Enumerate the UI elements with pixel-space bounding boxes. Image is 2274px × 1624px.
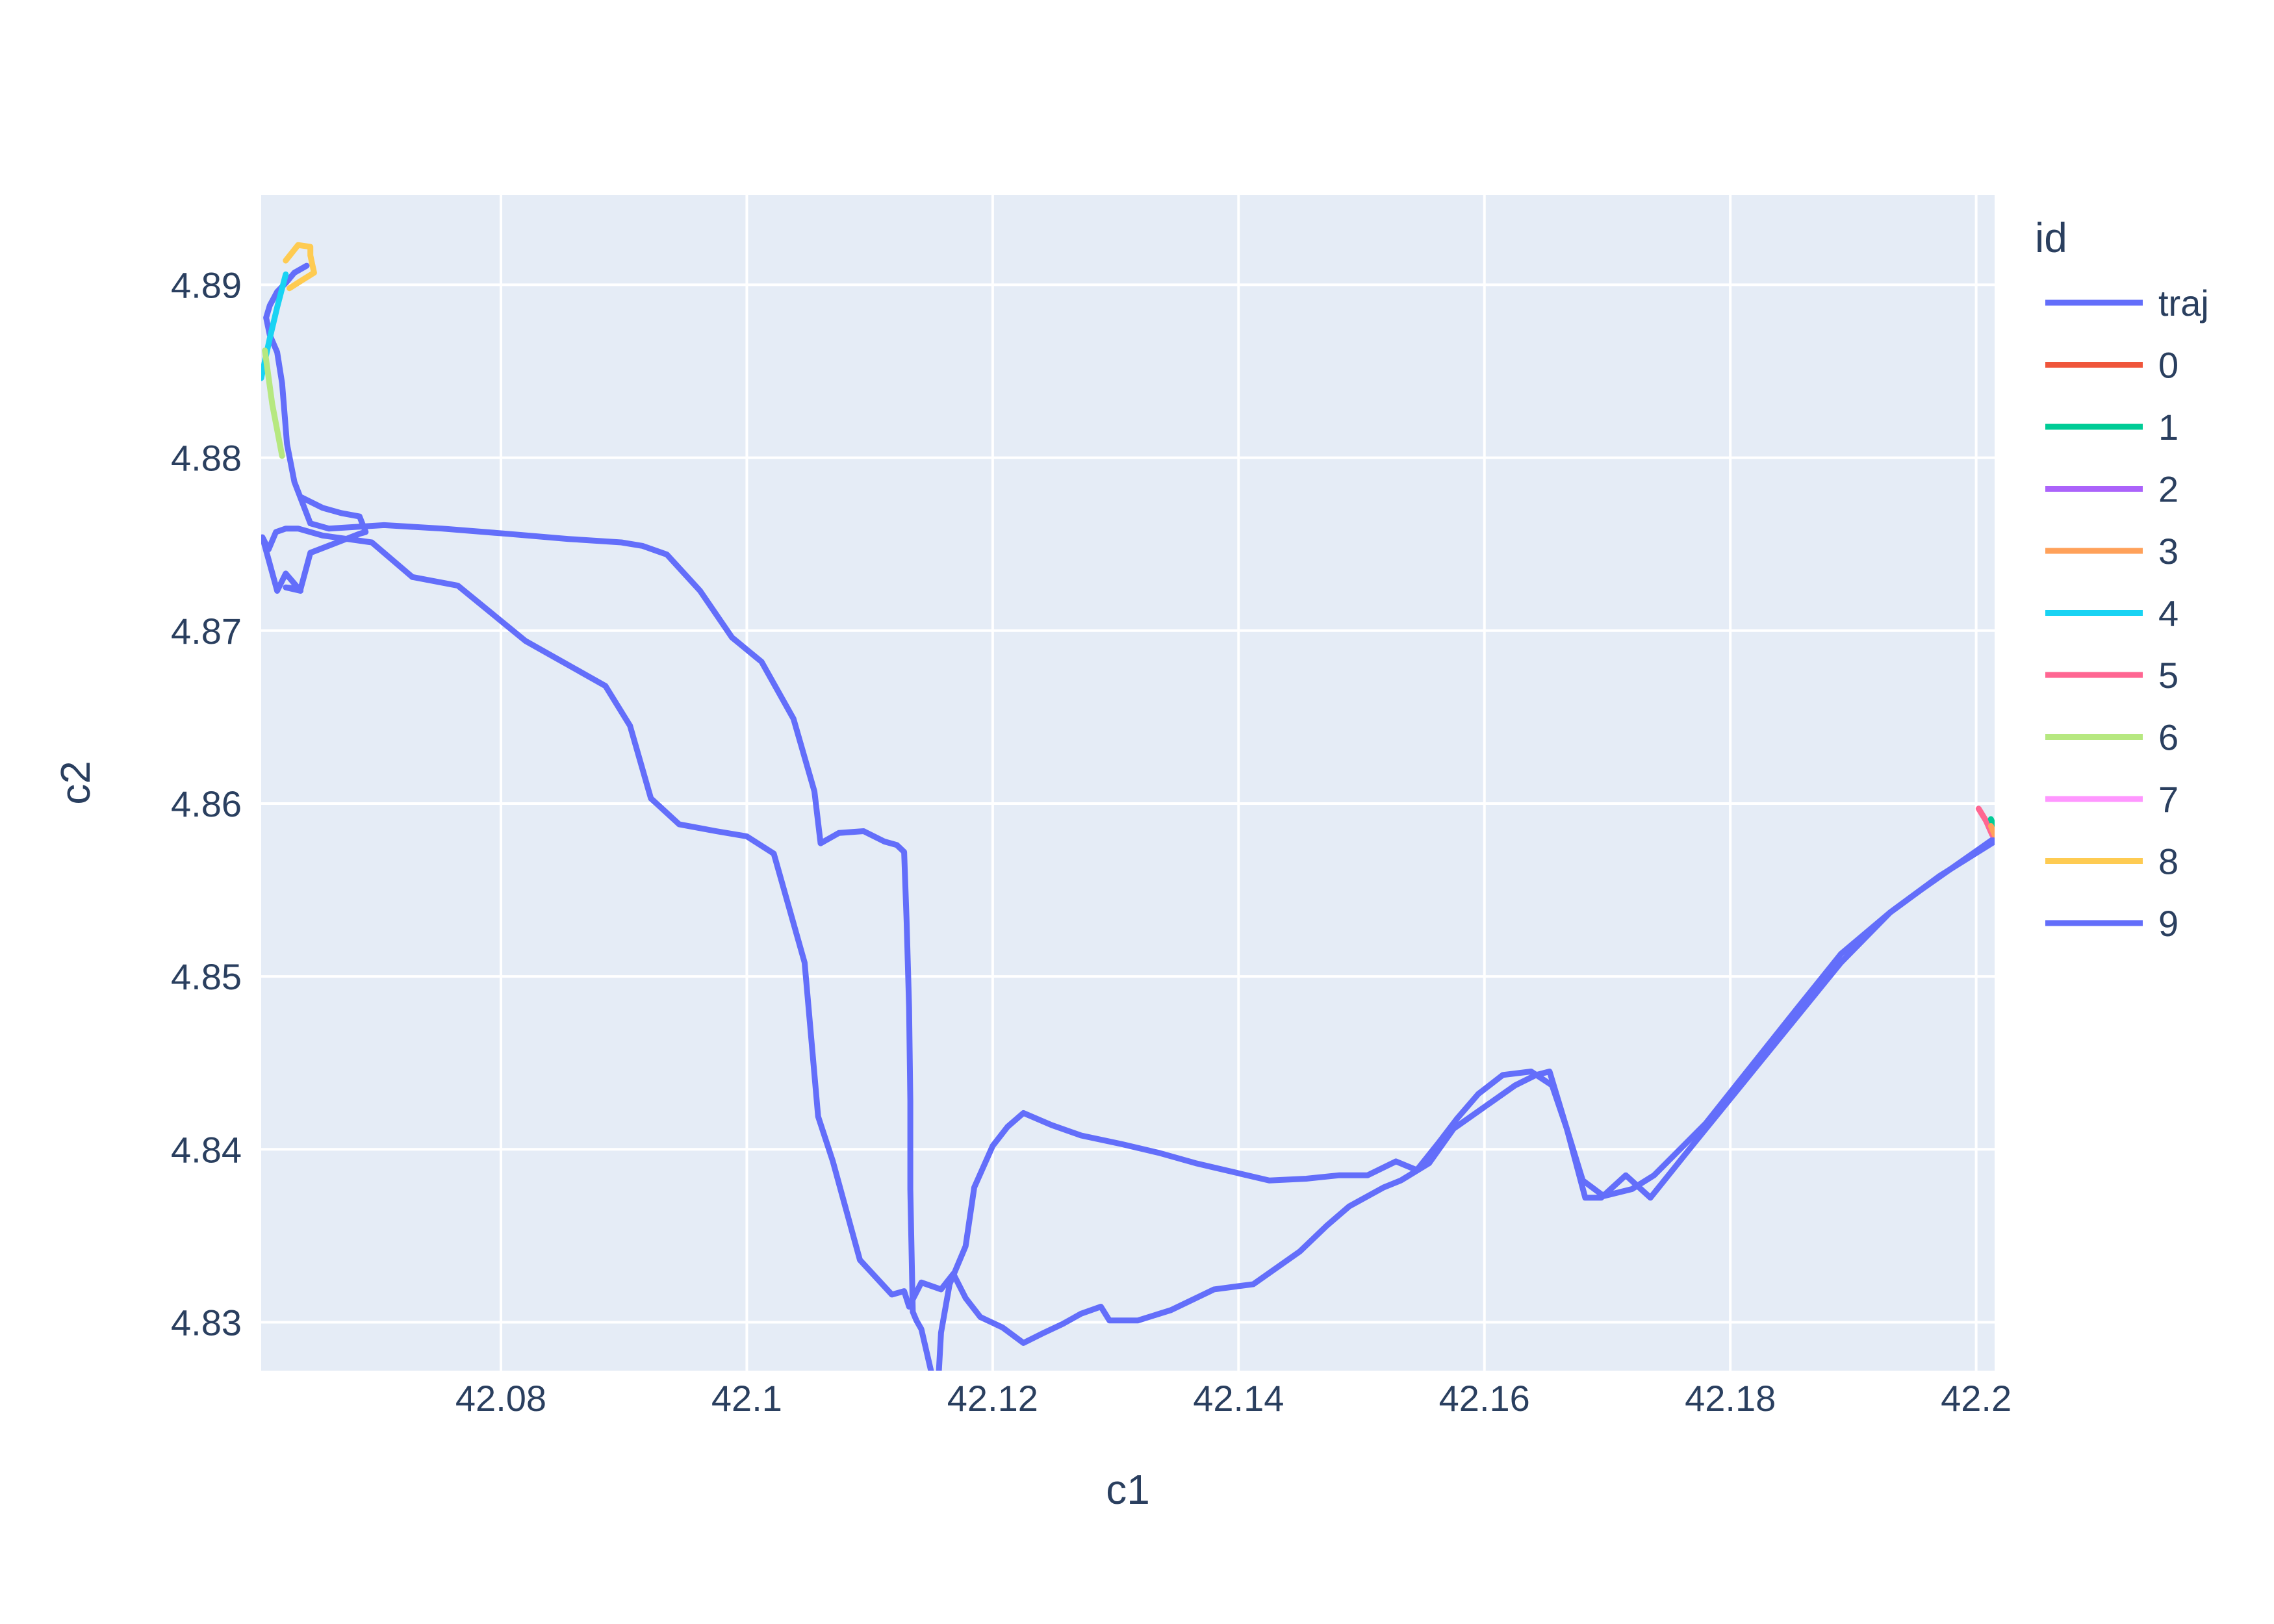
legend-item-8[interactable]: 8 <box>2045 841 2178 882</box>
legend-item-3[interactable]: 3 <box>2045 531 2178 572</box>
legend-label: 6 <box>2158 717 2178 758</box>
y-tick-label: 4.85 <box>171 956 242 997</box>
legend-label: 9 <box>2158 903 2178 944</box>
legend-item-9[interactable]: 9 <box>2045 903 2178 944</box>
series-line-6 <box>262 348 285 459</box>
y-tick-label: 4.86 <box>171 783 242 824</box>
trace-layer <box>261 242 1995 1371</box>
y-axis-title: c2 <box>52 761 99 805</box>
x-tick-labels: 42.08 42.1 42.12 42.14 42.16 42.18 42.2 <box>455 1378 2012 1419</box>
legend-label: 2 <box>2158 469 2178 510</box>
legend-item-1[interactable]: 1 <box>2045 407 2178 448</box>
x-tick-label: 42.08 <box>455 1378 546 1419</box>
y-tick-labels: 4.83 4.84 4.85 4.86 4.87 4.88 4.89 <box>171 264 242 1343</box>
legend-item-6[interactable]: 6 <box>2045 717 2178 758</box>
legend-label: traj <box>2158 283 2209 324</box>
x-axis-title: c1 <box>1106 1466 1150 1513</box>
legend-item-4[interactable]: 4 <box>2045 593 2178 634</box>
legend: id traj 0 1 2 3 4 5 6 7 8 9 <box>2035 214 2209 944</box>
series-line-traj <box>261 494 1995 1346</box>
legend-item-7[interactable]: 7 <box>2045 779 2178 820</box>
legend-label: 5 <box>2158 655 2178 696</box>
y-tick-label: 4.89 <box>171 264 242 305</box>
y-tick-label: 4.83 <box>171 1302 242 1343</box>
series-line-3 <box>1987 823 1995 838</box>
legend-label: 3 <box>2158 531 2178 572</box>
legend-label: 7 <box>2158 779 2178 820</box>
y-gridlines <box>261 283 1995 1324</box>
x-tick-label: 42.1 <box>711 1378 782 1419</box>
legend-item-5[interactable]: 5 <box>2045 655 2178 696</box>
legend-item-2[interactable]: 2 <box>2045 469 2178 510</box>
x-tick-label: 42.12 <box>947 1378 1038 1419</box>
legend-title: id <box>2035 214 2067 261</box>
x-tick-label: 42.18 <box>1685 1378 1776 1419</box>
x-tick-label: 42.2 <box>1941 1378 2012 1419</box>
y-tick-label: 4.88 <box>171 438 242 479</box>
legend-item-traj[interactable]: traj <box>2045 283 2209 324</box>
legend-label: 1 <box>2158 407 2178 448</box>
x-tick-label: 42.16 <box>1439 1378 1530 1419</box>
y-tick-label: 4.87 <box>171 611 242 652</box>
series-line-8 <box>283 242 317 292</box>
legend-label: 0 <box>2158 345 2178 386</box>
series-line-9 <box>263 262 1995 1371</box>
plot-background <box>261 195 1995 1371</box>
x-gridlines <box>499 195 1978 1371</box>
legend-label: 8 <box>2158 841 2178 882</box>
x-tick-label: 42.14 <box>1193 1378 1284 1419</box>
legend-label: 4 <box>2158 593 2178 634</box>
legend-item-0[interactable]: 0 <box>2045 345 2178 386</box>
y-tick-label: 4.84 <box>171 1129 242 1170</box>
